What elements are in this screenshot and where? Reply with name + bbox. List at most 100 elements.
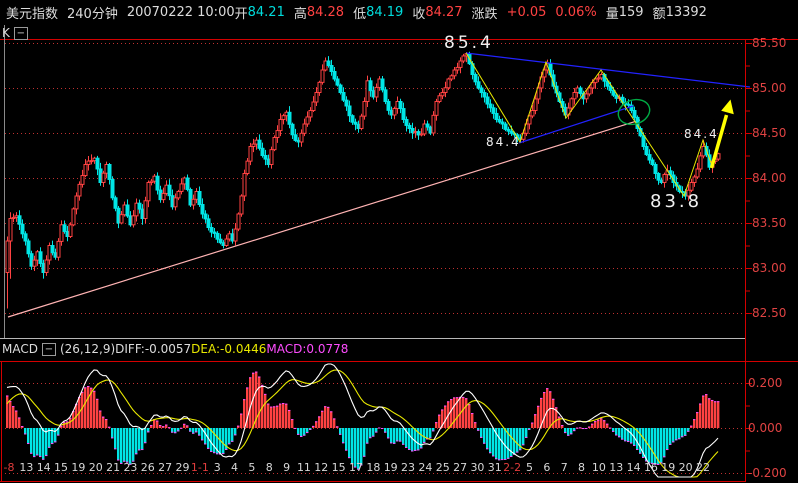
- breakout-ellipse-annotation[interactable]: [615, 96, 653, 129]
- macd-bar-negative: [432, 428, 435, 432]
- macd-bar-negative: [426, 428, 429, 440]
- macd-bar-edge: [393, 442, 396, 444]
- macd-bar-edge: [243, 399, 246, 401]
- macd-bar-positive: [276, 405, 279, 428]
- candle-down: [641, 135, 646, 147]
- macd-bar-edge: [453, 397, 456, 399]
- annotation-bottom-price: 83.8: [650, 191, 703, 212]
- macd-bar-positive: [153, 419, 156, 428]
- candle-down: [416, 131, 421, 136]
- macd-bar-negative: [51, 428, 54, 445]
- macd-bar-negative: [627, 428, 630, 443]
- macd-bar-negative: [570, 428, 573, 435]
- macd-bar-positive: [699, 403, 702, 428]
- date-label: 3: [213, 461, 221, 474]
- macd-bar-negative: [486, 428, 489, 450]
- up-arrow-shaft[interactable]: [709, 114, 729, 169]
- candle-down: [650, 159, 655, 166]
- candle-up: [242, 173, 247, 197]
- candle-down: [263, 155, 268, 160]
- macd-bar-edge: [456, 397, 459, 399]
- macd-bar-edge: [186, 425, 189, 427]
- macd-bar-edge: [693, 419, 696, 421]
- up-arrow-head-icon[interactable]: [721, 99, 734, 115]
- macd-bar-edge: [438, 414, 441, 416]
- macd-bar-edge: [420, 447, 423, 449]
- macd-bar-negative: [480, 428, 483, 438]
- macd-bar-edge: [537, 405, 540, 407]
- macd-params: (26,12,9): [59, 342, 116, 356]
- descending-blue-trendline[interactable]: [465, 52, 751, 88]
- macd-pane-collapse-button[interactable]: −: [41, 342, 56, 356]
- macd-bar-edge: [12, 406, 15, 408]
- macd-bar-edge: [540, 397, 543, 399]
- macd-bar-positive: [444, 405, 447, 428]
- macd-bar-edge: [267, 403, 270, 405]
- macd-bar-negative: [192, 428, 195, 434]
- candle-down: [485, 96, 490, 105]
- macd-bar-edge: [390, 442, 393, 444]
- candle-down: [215, 232, 220, 240]
- macd-chart-surface[interactable]: [2, 362, 745, 481]
- macd-bar-negative: [351, 428, 354, 465]
- high-value: 84.28: [306, 4, 345, 20]
- macd-bar-edge: [27, 443, 30, 445]
- candle-up: [239, 195, 244, 215]
- k-pane-collapse-button[interactable]: −: [13, 26, 28, 40]
- macd-bar-edge: [432, 430, 435, 432]
- macd-bar-positive: [315, 421, 318, 428]
- macd-bar-edge: [504, 458, 507, 460]
- macd-bar-negative: [672, 428, 675, 443]
- candle-down: [107, 164, 112, 180]
- macd-bar-positive: [594, 421, 597, 428]
- close-value: 84.27: [425, 4, 463, 20]
- date-label: 19: [71, 461, 86, 474]
- macd-bar-negative: [408, 428, 411, 450]
- macd-bar-positive: [81, 391, 84, 428]
- macd-bar-negative: [363, 428, 366, 457]
- candle-up: [236, 213, 241, 230]
- rising-blue-trendline[interactable]: [518, 105, 634, 144]
- macd-bar-edge: [447, 401, 450, 403]
- macd-bar-positive: [333, 418, 336, 428]
- macd-bar-negative: [405, 428, 408, 448]
- macd-bar-edge: [570, 433, 573, 435]
- ascending-trendline[interactable]: [7, 119, 641, 318]
- macd-bar-positive: [534, 414, 537, 428]
- candle-up: [458, 60, 463, 68]
- macd-bar-negative: [45, 428, 48, 457]
- candle-down: [404, 119, 409, 126]
- candle-up: [56, 240, 61, 258]
- candle-up: [449, 75, 454, 80]
- macd-bar-positive: [6, 395, 9, 428]
- candle-up: [224, 238, 229, 247]
- annotation-trough-right-price: 84.4: [684, 127, 719, 141]
- macd-bar-edge: [129, 463, 132, 465]
- macd-bar-edge: [624, 440, 627, 442]
- macd-bar-edge: [468, 404, 471, 406]
- macd-bar-positive: [708, 398, 711, 428]
- macd-bar-negative: [657, 428, 660, 465]
- candle-up: [422, 123, 427, 135]
- kline-chart-surface[interactable]: [5, 40, 745, 338]
- macd-bar-positive: [603, 420, 606, 428]
- k-indicator-label: K: [2, 26, 10, 40]
- macd-bar-positive: [462, 396, 465, 428]
- candle-up: [374, 86, 379, 98]
- macd-bar-edge: [510, 456, 513, 458]
- date-label: 15: [331, 461, 346, 474]
- macd-bar-edge: [363, 455, 366, 457]
- macd-bar-negative: [348, 428, 351, 459]
- macd-bar-edge: [696, 412, 699, 414]
- macd-bar-positive: [87, 386, 90, 428]
- macd-bar-edge: [234, 434, 237, 436]
- zigzag-annotation-line[interactable]: [465, 52, 712, 198]
- macd-bar-edge: [210, 451, 213, 453]
- date-label: 10: [591, 461, 606, 474]
- macd-bar-edge: [462, 396, 465, 398]
- macd-bar-positive: [270, 406, 273, 428]
- candle-up: [431, 114, 436, 134]
- macd-bar-positive: [12, 406, 15, 428]
- macd-bar-positive: [693, 419, 696, 428]
